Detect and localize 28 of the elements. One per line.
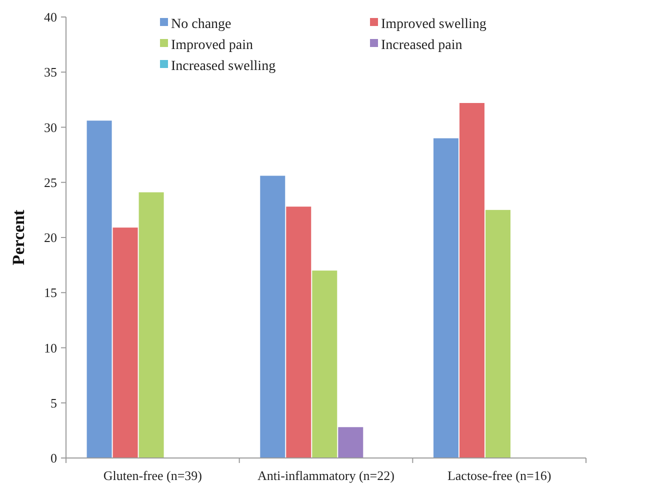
- y-tick-label: 10: [44, 340, 57, 356]
- x-tick-label: Gluten-free (n=39): [103, 468, 202, 483]
- legend-label: Increased pain: [381, 38, 462, 53]
- bar: [286, 206, 312, 458]
- bar: [86, 120, 112, 458]
- legend-label: Increased swelling: [171, 58, 276, 74]
- y-tick-label: 25: [44, 174, 57, 190]
- x-tick-label: Lactose-free (n=16): [447, 468, 552, 483]
- y-tick-label: 30: [44, 120, 57, 135]
- x-tick-label: Anti-inflammatory (n=22): [258, 468, 394, 483]
- y-tick-label: 0: [50, 450, 57, 466]
- legend-label: Improved pain: [171, 38, 254, 53]
- legend-label: No change: [171, 16, 232, 32]
- bar: [485, 210, 510, 458]
- y-tick-label: 35: [44, 64, 57, 80]
- y-tick-label: 40: [44, 10, 57, 25]
- y-tick-label: 20: [44, 230, 57, 246]
- bar: [260, 176, 286, 458]
- y-tick-label: 5: [50, 395, 57, 410]
- bar: [338, 427, 364, 458]
- bar: [138, 192, 164, 458]
- bar: [459, 102, 484, 458]
- y-axis-title: Percent: [9, 209, 28, 266]
- legend-label: Improved swelling: [381, 16, 486, 32]
- bar: [312, 270, 338, 458]
- bar: [433, 138, 458, 458]
- y-tick-label: 15: [44, 285, 57, 300]
- bar: [112, 228, 138, 458]
